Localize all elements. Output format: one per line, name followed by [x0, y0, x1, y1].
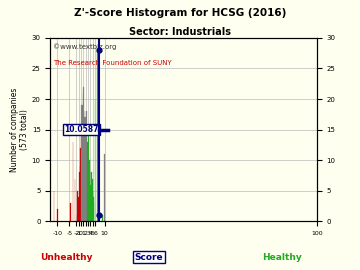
Bar: [97, 50, 98, 221]
Text: Healthy: Healthy: [262, 253, 302, 262]
Text: Unhealthy: Unhealthy: [40, 253, 93, 262]
Bar: [82, 93, 83, 221]
Bar: [91, 173, 92, 221]
Bar: [83, 87, 84, 221]
Bar: [88, 166, 89, 221]
Bar: [102, 215, 103, 221]
Bar: [78, 197, 79, 221]
Bar: [72, 142, 73, 221]
Bar: [89, 160, 90, 221]
Bar: [70, 203, 71, 221]
Bar: [79, 173, 80, 221]
Bar: [84, 117, 85, 221]
Text: Z'-Score Histogram for HCSG (2016): Z'-Score Histogram for HCSG (2016): [74, 8, 286, 18]
Bar: [77, 191, 78, 221]
Text: The Research Foundation of SUNY: The Research Foundation of SUNY: [53, 60, 172, 66]
Bar: [87, 142, 88, 221]
Bar: [85, 117, 86, 221]
Bar: [57, 209, 58, 221]
Bar: [75, 178, 76, 221]
Bar: [90, 185, 91, 221]
Text: ©www.textbiz.org: ©www.textbiz.org: [53, 43, 116, 50]
Text: Score: Score: [135, 253, 163, 262]
Bar: [80, 148, 81, 221]
Bar: [93, 197, 94, 221]
Text: Sector: Industrials: Sector: Industrials: [129, 27, 231, 37]
Bar: [81, 105, 82, 221]
Y-axis label: Number of companies
(573 total): Number of companies (573 total): [9, 87, 29, 172]
Bar: [86, 111, 87, 221]
Text: 10.0587: 10.0587: [64, 125, 98, 134]
Bar: [104, 154, 105, 221]
Bar: [92, 178, 93, 221]
